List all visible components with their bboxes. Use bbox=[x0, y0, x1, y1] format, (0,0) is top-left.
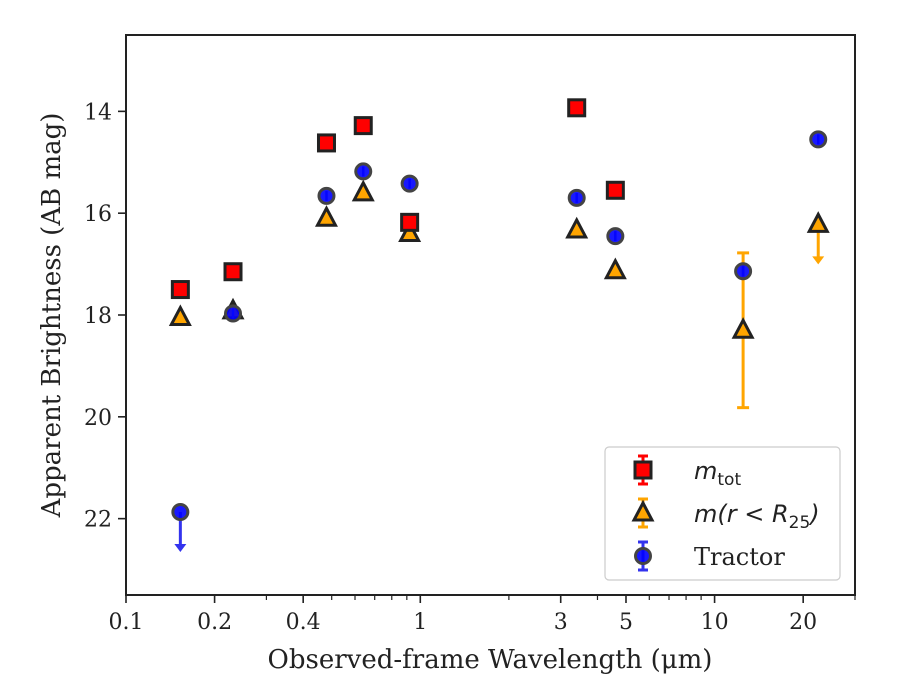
legend-label: Tractor bbox=[694, 543, 785, 571]
data-point-square bbox=[567, 98, 587, 118]
data-point-circle bbox=[400, 174, 419, 193]
series-group bbox=[168, 98, 830, 553]
data-point-square bbox=[353, 116, 373, 136]
data-point-triangle bbox=[398, 220, 422, 243]
legend-box bbox=[604, 446, 841, 581]
legend: mtot m(r < R25) Tractor bbox=[604, 446, 841, 581]
x-tick-label: 0.2 bbox=[197, 610, 232, 635]
x-tick-label: 0.4 bbox=[286, 610, 321, 635]
data-point-circle bbox=[354, 162, 373, 181]
data-point-triangle bbox=[314, 205, 338, 227]
y-axis-label: Apparent Brightness (AB mag) bbox=[37, 113, 67, 519]
axes-group: 0.1 0.2 0.4 1 3 5 10 20 14 16 18 20 22 bbox=[84, 34, 856, 635]
series-circle bbox=[171, 130, 828, 553]
legend-label-text: Tractor bbox=[694, 543, 785, 571]
data-point-circle bbox=[567, 188, 586, 207]
y-tick-label: 22 bbox=[84, 508, 112, 533]
legend-marker-triangle bbox=[631, 499, 655, 522]
y-tick-label: 18 bbox=[84, 304, 112, 329]
x-tick-label: 0.1 bbox=[109, 610, 144, 635]
legend-label-text: m(r < R bbox=[694, 500, 789, 528]
series-square bbox=[170, 98, 625, 300]
legend-label-rest: ) bbox=[808, 500, 819, 528]
data-point-square bbox=[605, 180, 625, 200]
x-tick-label: 1 bbox=[413, 610, 427, 635]
legend-entry: mtot bbox=[633, 454, 741, 490]
data-point-square bbox=[316, 133, 336, 153]
x-tick-label: 5 bbox=[619, 610, 633, 635]
legend-label: m(r < R25) bbox=[694, 500, 820, 533]
legend-entry: Tractor bbox=[634, 540, 785, 572]
data-point-circle bbox=[809, 130, 828, 149]
y-tick-label: 20 bbox=[84, 406, 112, 431]
data-point-square bbox=[223, 262, 243, 282]
data-point-triangle bbox=[351, 179, 375, 202]
upper-limit-arrowhead bbox=[174, 544, 187, 553]
x-tick-label: 3 bbox=[554, 610, 568, 635]
data-point-circle bbox=[606, 227, 625, 246]
y-tick-label: 16 bbox=[84, 202, 112, 227]
series-triangle bbox=[168, 179, 830, 410]
upper-limit-arrowhead bbox=[812, 256, 825, 265]
x-axis-label: Observed-frame Wavelength (μm) bbox=[268, 645, 713, 675]
legend-label-sub: tot bbox=[717, 470, 741, 490]
data-point-square bbox=[400, 212, 420, 232]
data-point-circle bbox=[317, 186, 336, 205]
data-point-triangle bbox=[731, 317, 755, 339]
data-point-triangle bbox=[603, 257, 627, 280]
legend-label-text: m bbox=[694, 457, 717, 485]
legend-entry: m(r < R25) bbox=[631, 497, 820, 533]
data-point-square bbox=[170, 280, 190, 300]
y-tick-label: 14 bbox=[84, 100, 112, 125]
legend-marker-square bbox=[633, 460, 653, 480]
legend-marker-circle bbox=[634, 547, 652, 565]
data-point-triangle bbox=[806, 211, 830, 233]
data-point-circle bbox=[171, 503, 190, 522]
legend-label: mtot bbox=[694, 457, 741, 490]
x-tick-label: 20 bbox=[789, 610, 817, 635]
x-tick-label: 10 bbox=[701, 610, 729, 635]
legend-label-sub: 25 bbox=[789, 513, 811, 533]
data-point-circle bbox=[224, 304, 243, 323]
data-point-circle bbox=[734, 262, 753, 281]
data-point-triangle bbox=[168, 304, 192, 327]
data-point-triangle bbox=[565, 216, 589, 239]
